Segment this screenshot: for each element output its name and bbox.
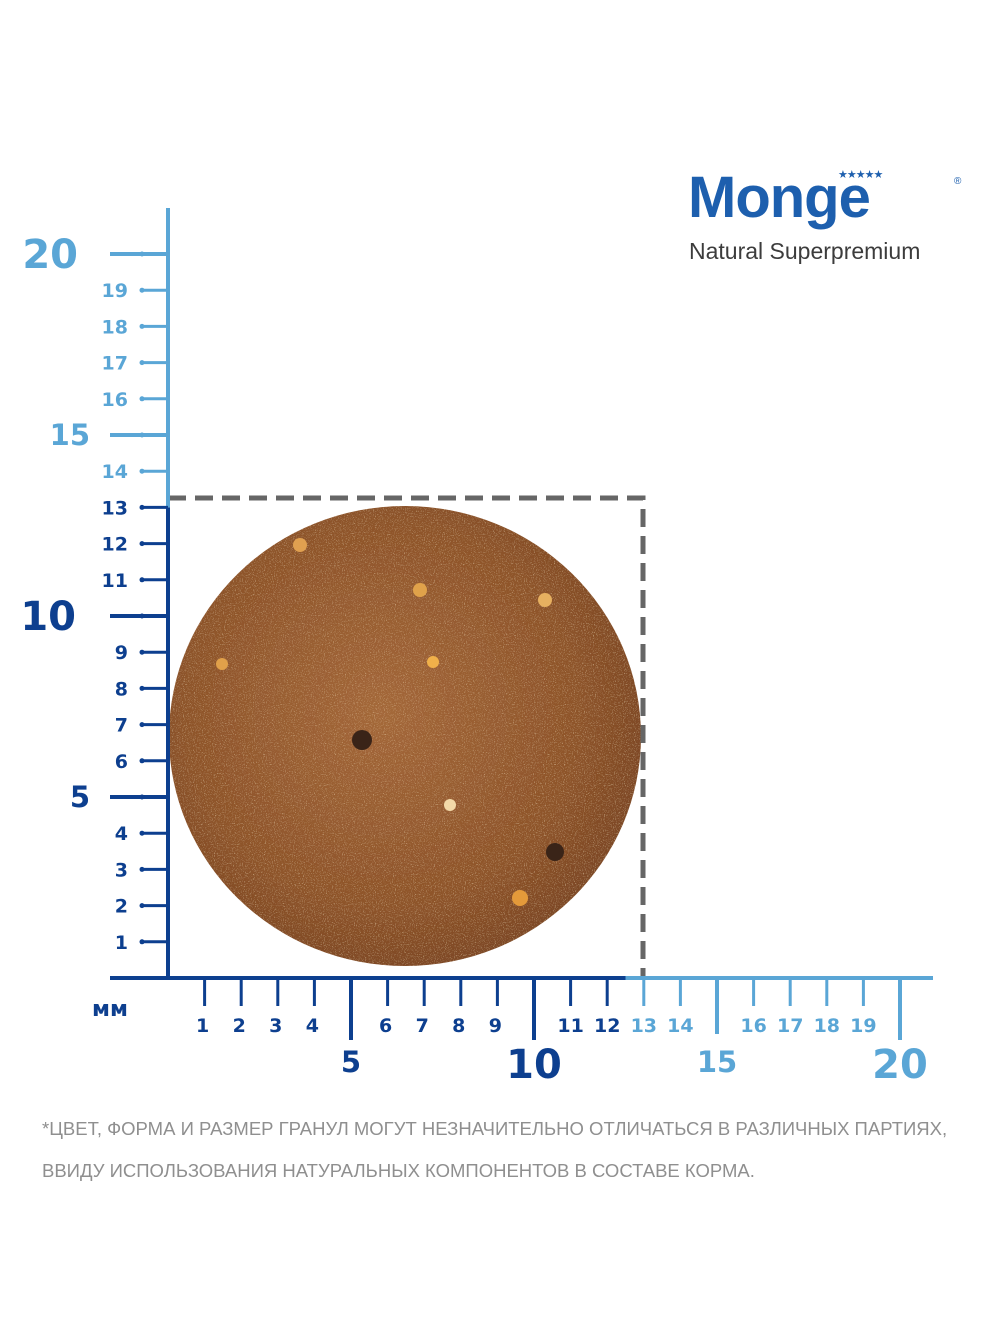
- y-tick-dot-8: [139, 685, 145, 691]
- x-label-13: 13: [631, 1015, 657, 1037]
- x-label-4: 4: [306, 1015, 319, 1037]
- x-label-16: 16: [740, 1015, 766, 1037]
- y-label-17: 17: [102, 353, 128, 375]
- x-label-20: 20: [872, 1042, 928, 1088]
- disclaimer-note: *цвет, форма и размер гранул могут незна…: [42, 1108, 982, 1192]
- y-label-6: 6: [115, 751, 128, 773]
- y-tick-dot-3: [139, 866, 145, 872]
- y-tick-dot-4: [139, 830, 145, 836]
- x-label-12: 12: [594, 1015, 620, 1037]
- x-label-5: 5: [341, 1045, 361, 1079]
- logo-stars: ★★★★★: [838, 169, 883, 181]
- y-label-3: 3: [115, 859, 128, 881]
- y-tick-dot-1: [139, 939, 145, 945]
- y-label-1: 1: [115, 932, 128, 954]
- y-tick-dot-5: [139, 794, 145, 800]
- x-label-11: 11: [557, 1015, 583, 1037]
- y-label-20: 20: [22, 232, 78, 278]
- y-tick-dot-10: [139, 613, 145, 619]
- y-tick-dot-12: [139, 541, 145, 547]
- x-label-14: 14: [667, 1015, 693, 1037]
- x-label-18: 18: [814, 1015, 840, 1037]
- y-label-10: 10: [20, 594, 76, 640]
- y-tick-dot-9: [139, 649, 145, 655]
- registered-mark: ®: [954, 176, 962, 187]
- y-axis-labels: 19 18 17 16 14 13 12 11 9 8 7 6 4 3 2 1 20 15 10 5: [20, 232, 128, 954]
- x-label-9: 9: [489, 1015, 502, 1037]
- y-tick-dot-11: [139, 577, 145, 583]
- y-tick-dot-6: [139, 758, 145, 764]
- unit-label: мм: [92, 997, 128, 1022]
- y-tick-dot-14: [139, 468, 145, 474]
- y-label-9: 9: [115, 642, 128, 664]
- x-label-6: 6: [379, 1015, 392, 1037]
- y-tick-dot-19: [139, 287, 145, 293]
- y-label-7: 7: [115, 715, 128, 737]
- x-axis-labels: 1 2 3 4 6 7 8 9 11 12 13 14 16 17 18 195 10 15 20: [196, 1015, 928, 1088]
- y-label-15: 15: [50, 418, 90, 452]
- y-label-19: 19: [102, 280, 128, 302]
- y-axis-ticks: [110, 251, 168, 945]
- logo-tagline: Natural Superpremium: [689, 238, 921, 264]
- y-label-12: 12: [102, 534, 128, 556]
- kibble-pellet: [169, 506, 641, 966]
- y-tick-dot-17: [139, 360, 145, 366]
- y-label-4: 4: [115, 823, 128, 845]
- y-label-14: 14: [102, 461, 128, 483]
- y-tick-dot-15: [139, 432, 145, 438]
- x-label-15: 15: [697, 1045, 737, 1079]
- x-label-2: 2: [233, 1015, 246, 1037]
- y-label-16: 16: [102, 389, 128, 411]
- y-tick-dot-18: [139, 323, 145, 329]
- x-label-1: 1: [196, 1015, 209, 1037]
- y-label-8: 8: [115, 678, 128, 700]
- x-label-7: 7: [416, 1015, 429, 1037]
- axes: [110, 208, 933, 980]
- logo: Monge ★★★★★ ® Natural Superpremium: [688, 162, 978, 272]
- y-label-13: 13: [102, 497, 128, 519]
- x-label-3: 3: [269, 1015, 282, 1037]
- x-label-17: 17: [777, 1015, 803, 1037]
- disclaimer-line-2: ввиду использования натуральных компонен…: [42, 1160, 755, 1181]
- x-axis-ticks: [203, 978, 902, 1040]
- y-tick-dot-7: [139, 722, 145, 728]
- y-label-2: 2: [115, 896, 128, 918]
- y-label-11: 11: [102, 570, 128, 592]
- x-label-8: 8: [452, 1015, 465, 1037]
- x-label-10: 10: [506, 1042, 562, 1088]
- y-tick-dot-20: [139, 251, 145, 257]
- y-label-5: 5: [70, 780, 90, 814]
- y-tick-dot-2: [139, 903, 145, 909]
- y-label-18: 18: [102, 316, 128, 338]
- disclaimer-line-1: *цвет, форма и размер гранул могут незна…: [42, 1118, 948, 1139]
- logo-wordmark: Monge: [688, 165, 871, 230]
- y-tick-dot-13: [139, 504, 145, 510]
- y-tick-dot-16: [139, 396, 145, 402]
- x-label-19: 19: [850, 1015, 876, 1037]
- pellet-size-outline: [168, 495, 646, 978]
